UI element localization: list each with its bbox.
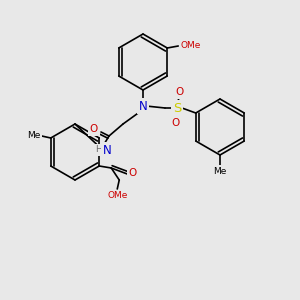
Text: Me: Me [27, 131, 40, 140]
Text: OMe: OMe [107, 191, 128, 200]
Text: Me: Me [213, 167, 227, 176]
Text: O: O [90, 124, 98, 134]
Text: N: N [139, 100, 147, 112]
Text: N: N [103, 143, 111, 157]
Text: H: H [96, 146, 102, 154]
Text: S: S [173, 101, 181, 115]
Text: O: O [171, 118, 179, 128]
Text: O: O [128, 168, 136, 178]
Text: OMe: OMe [180, 41, 200, 50]
Text: O: O [175, 87, 183, 97]
